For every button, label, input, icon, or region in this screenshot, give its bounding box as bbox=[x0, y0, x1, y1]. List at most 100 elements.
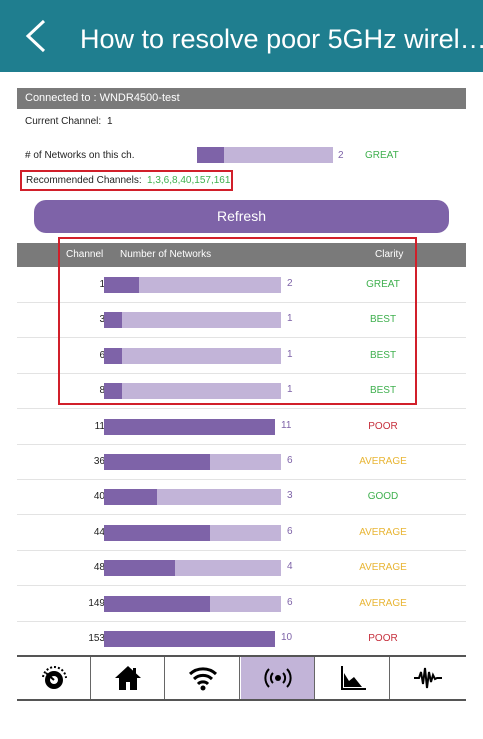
networks-on-channel-bar bbox=[197, 147, 333, 163]
channel-number: 149 bbox=[88, 597, 105, 609]
clarity-label: BEST bbox=[369, 385, 397, 397]
clarity-label: AVERAGE bbox=[359, 597, 407, 609]
networks-bar bbox=[104, 489, 281, 506]
channel-number: 48 bbox=[93, 562, 105, 574]
channel-number: 36 bbox=[93, 456, 105, 467]
home-icon bbox=[115, 666, 141, 690]
networks-count: 11 bbox=[281, 419, 292, 431]
clarity-column-header: Clarity bbox=[375, 249, 404, 260]
wifi-icon bbox=[188, 667, 218, 691]
networks-bar-fill bbox=[104, 524, 210, 541]
table-row: 3 1 BEST bbox=[17, 302, 466, 339]
nav-signal-wave[interactable] bbox=[391, 657, 465, 699]
refresh-button[interactable]: Refresh bbox=[34, 200, 449, 233]
clarity-label: AVERAGE bbox=[359, 526, 407, 538]
clarity-label: GREAT bbox=[366, 279, 400, 290]
table-row: 8 1 BEST bbox=[17, 373, 466, 410]
networks-bar-fill bbox=[104, 418, 275, 435]
table-row: 48 4 AVERAGE bbox=[17, 550, 466, 587]
table-row: 153 10 POOR bbox=[17, 621, 466, 657]
recommended-channels-value: 1,3,6,8,40,157,161 bbox=[147, 175, 231, 186]
graph-icon bbox=[341, 666, 366, 690]
clarity-label: AVERAGE bbox=[359, 456, 407, 467]
recommended-channels-label: Recommended Channels: bbox=[26, 175, 142, 186]
channel-number: 6 bbox=[99, 349, 105, 361]
table-row: 40 3 GOOD bbox=[17, 479, 466, 516]
bottom-nav bbox=[17, 655, 466, 701]
table-row: 6 1 BEST bbox=[17, 338, 466, 374]
table-row: 44 6 AVERAGE bbox=[17, 515, 466, 551]
recommended-rows-highlight-box bbox=[58, 237, 417, 405]
networks-bar-fill bbox=[104, 383, 122, 400]
networks-bar bbox=[104, 454, 281, 470]
back-arrow-icon[interactable] bbox=[22, 18, 52, 54]
networks-on-channel-bar-fill bbox=[197, 147, 224, 163]
networks-bar bbox=[104, 560, 281, 577]
channel-number: 1 bbox=[99, 279, 105, 290]
current-channel-label: Current Channel: bbox=[25, 116, 102, 127]
table-row: 1 2 GREAT bbox=[17, 267, 466, 303]
networks-count: 1 bbox=[287, 313, 293, 325]
networks-bar bbox=[104, 418, 275, 435]
networks-bar-fill bbox=[104, 631, 275, 647]
networks-bar-fill bbox=[104, 277, 139, 293]
connection-panel: Connected to : WNDR4500-test bbox=[17, 88, 466, 109]
networks-bar-fill bbox=[104, 347, 122, 364]
networks-bar bbox=[104, 277, 281, 293]
networks-on-channel-count: 2 bbox=[338, 150, 344, 161]
networks-count: 10 bbox=[281, 632, 293, 643]
current-channel-value: 1 bbox=[107, 116, 113, 127]
networks-bar bbox=[104, 595, 281, 612]
networks-bar-fill bbox=[104, 454, 210, 470]
nav-home[interactable] bbox=[91, 657, 165, 699]
networks-bar-fill bbox=[104, 560, 175, 577]
networks-bar-fill bbox=[104, 312, 122, 329]
speedometer-icon bbox=[42, 665, 67, 689]
networks-bar bbox=[104, 312, 281, 329]
networks-count: 2 bbox=[287, 278, 293, 289]
clarity-label: GOOD bbox=[367, 491, 399, 503]
nav-graph[interactable] bbox=[316, 657, 390, 699]
networks-bar bbox=[104, 347, 281, 364]
nav-channel-radar[interactable] bbox=[241, 657, 315, 699]
networks-bar-fill bbox=[104, 595, 210, 612]
networks-bar bbox=[104, 631, 275, 647]
clarity-label: POOR bbox=[368, 420, 398, 432]
app-header: How to resolve poor 5GHz wirel… bbox=[0, 0, 483, 72]
table-row: 149 6 AVERAGE bbox=[17, 586, 466, 622]
clarity-label: AVERAGE bbox=[359, 562, 407, 574]
page-title: How to resolve poor 5GHz wirel… bbox=[80, 24, 483, 54]
signal-wave-icon bbox=[414, 667, 442, 689]
clarity-label: BEST bbox=[369, 314, 397, 326]
channel-number: 3 bbox=[99, 314, 105, 326]
channel-number: 40 bbox=[93, 491, 105, 503]
networks-column-header: Number of Networks bbox=[120, 249, 212, 260]
networks-count: 1 bbox=[287, 348, 293, 360]
networks-on-channel-label: # of Networks on this ch. bbox=[25, 150, 135, 161]
channel-column-header: Channel bbox=[66, 249, 104, 260]
table-row: 11 11 POOR bbox=[17, 409, 466, 445]
channel-number: 44 bbox=[93, 526, 105, 538]
networks-count: 6 bbox=[287, 596, 293, 608]
nav-speedometer[interactable] bbox=[17, 657, 91, 699]
recommended-highlight-box bbox=[20, 170, 233, 191]
networks-on-channel-clarity: GREAT bbox=[365, 150, 399, 161]
table-header: Channel Number of Networks Clarity bbox=[17, 243, 466, 267]
networks-count: 6 bbox=[287, 525, 293, 537]
nav-wifi[interactable] bbox=[166, 657, 240, 699]
clarity-label: BEST bbox=[369, 349, 397, 361]
table-row: 36 6 AVERAGE bbox=[17, 444, 466, 480]
networks-bar bbox=[104, 524, 281, 541]
channel-number: 8 bbox=[99, 385, 105, 397]
channel-number: 11 bbox=[94, 420, 105, 432]
networks-count: 6 bbox=[287, 455, 293, 466]
networks-count: 4 bbox=[287, 561, 293, 573]
networks-bar bbox=[104, 383, 281, 400]
networks-count: 1 bbox=[287, 384, 293, 396]
networks-bar-fill bbox=[104, 489, 157, 506]
channel-number: 153 bbox=[88, 633, 105, 644]
channel-radar-icon bbox=[264, 668, 292, 688]
networks-count: 3 bbox=[287, 490, 293, 502]
clarity-label: POOR bbox=[368, 633, 398, 644]
connected-to-bar: Connected to : WNDR4500-test bbox=[17, 88, 466, 109]
